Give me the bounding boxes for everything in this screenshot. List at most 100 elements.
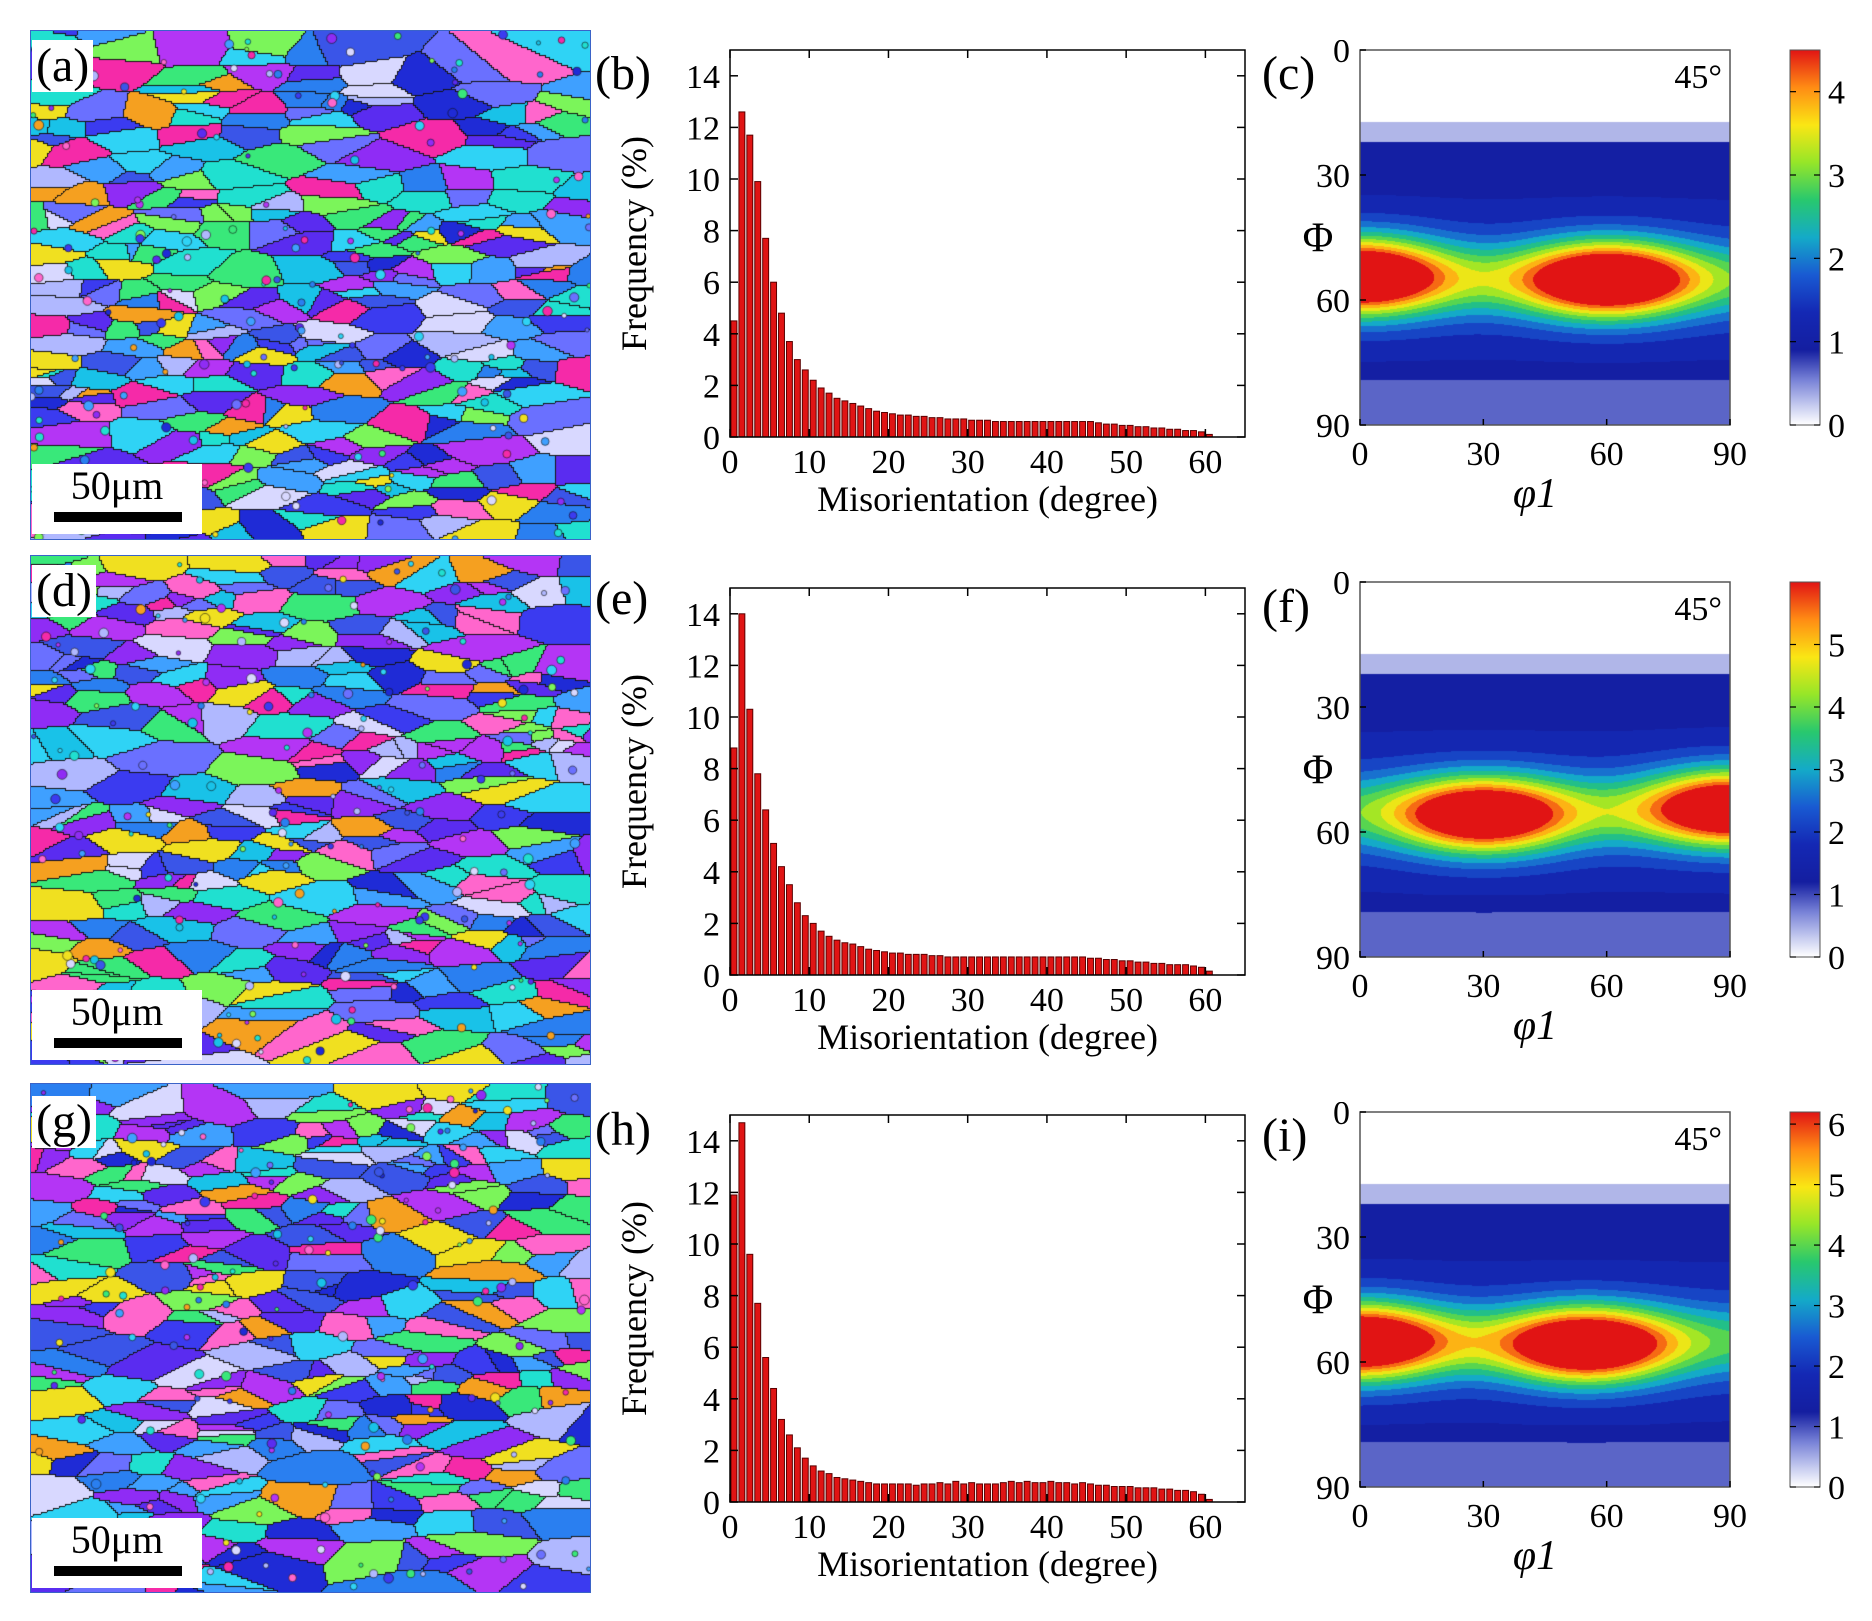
y-tick-label: 12	[686, 110, 720, 147]
x-tick-label: 40	[1030, 444, 1064, 481]
odf-intensity-map	[1360, 1112, 1730, 1487]
histogram-bar	[920, 953, 928, 976]
histogram-bar	[817, 1470, 825, 1503]
histogram-bar	[991, 421, 999, 438]
histogram-bar	[833, 939, 841, 976]
bar-series	[730, 111, 1213, 438]
section-angle-label: 45°	[1674, 1121, 1722, 1158]
panel-label-c: (c)	[1262, 47, 1316, 100]
colorbar-tick-label: 0	[1828, 940, 1845, 977]
histogram-bar	[999, 956, 1007, 976]
histogram-bar	[793, 1447, 801, 1503]
y-tick-label: 90	[1316, 1470, 1350, 1507]
odf-intensity-map	[1360, 582, 1730, 957]
x-tick-label: 30	[951, 444, 985, 481]
x-tick-label: 90	[1713, 968, 1747, 1005]
x-tick-label: 30	[951, 1509, 985, 1546]
histogram-bar	[785, 341, 793, 438]
ebsd-map-d	[30, 555, 591, 1065]
histogram-bar	[1007, 421, 1015, 438]
colorbar-tick-label: 3	[1828, 1289, 1845, 1326]
x-tick-label: 20	[871, 982, 905, 1019]
histogram-bar	[1190, 430, 1197, 438]
colorbar	[1789, 1111, 1821, 1488]
histogram-bar	[825, 935, 833, 976]
histogram-b: 0 10 20 30 40 50 60 0 2 4 6 8 10 12 14 Misorientation (…	[614, 49, 1246, 519]
histogram-bar	[857, 946, 865, 976]
y-tick-label: 8	[703, 752, 720, 789]
y-tick-label: 0	[703, 1485, 720, 1522]
histogram-bar	[1094, 422, 1102, 438]
colorbar-tick-label: 4	[1828, 1228, 1845, 1265]
colorbar-tick-label: 4	[1828, 75, 1845, 112]
histogram-bar	[1197, 1493, 1205, 1503]
histogram-bar	[888, 1483, 896, 1503]
histogram-bar	[801, 369, 809, 438]
panel-label-g: (g)	[32, 1096, 96, 1148]
histogram-bar	[952, 1480, 960, 1503]
ebsd-canvas	[31, 556, 590, 1064]
histogram-bar	[912, 415, 920, 438]
histogram-bar	[873, 1483, 881, 1503]
histogram-bar	[746, 708, 754, 976]
histogram-bar	[1039, 956, 1047, 976]
scale-bar-label: 50μm	[70, 1517, 164, 1562]
histogram-bar	[754, 773, 762, 976]
histogram-bar	[1158, 1488, 1166, 1503]
y-tick-label: 14	[686, 597, 720, 634]
x-tick-label: 20	[871, 1509, 905, 1546]
histogram-bar	[1150, 962, 1158, 976]
bar-series	[730, 1122, 1213, 1503]
histogram-bar	[991, 956, 999, 976]
histogram-bar	[1071, 956, 1079, 976]
histogram-bar	[1182, 1489, 1190, 1503]
x-tick-label: 50	[1109, 444, 1143, 481]
histogram-h: 0 10 20 30 40 50 60 0 2 4 6 8 10 12 14 Misorientation (…	[614, 1114, 1246, 1584]
ebsd-canvas	[31, 31, 590, 539]
x-tick-label: 60	[1188, 982, 1222, 1019]
x-tick-label: 60	[1590, 968, 1624, 1005]
histogram-bar	[936, 417, 944, 438]
histogram-bar	[738, 613, 746, 976]
x-tick-label: 60	[1188, 444, 1222, 481]
histogram-bar	[976, 956, 984, 976]
section-angle-label: 45°	[1674, 591, 1722, 628]
histogram-bar	[999, 1482, 1007, 1503]
scale-bar-line	[54, 1566, 182, 1576]
histogram-bar	[754, 181, 762, 438]
y-tick-label: 0	[1333, 40, 1350, 70]
histogram-bar	[1110, 959, 1118, 976]
histogram-bar	[984, 956, 991, 976]
histogram-bar	[928, 1483, 936, 1503]
colorbar-tick-label: 2	[1828, 241, 1845, 278]
colorbar-tick-label: 1	[1828, 1410, 1845, 1447]
histogram-bar	[857, 405, 865, 438]
histogram-bar	[960, 1483, 968, 1503]
histogram-bar	[1197, 966, 1205, 976]
x-tick-label: 0	[1352, 968, 1369, 1005]
histogram-bar	[817, 387, 825, 438]
histogram-bar	[1087, 957, 1094, 976]
histogram-bar	[730, 747, 738, 976]
histogram-bar	[1142, 426, 1150, 438]
histogram-bar	[825, 1473, 833, 1503]
x-axis-label: φ1	[1513, 1003, 1557, 1049]
odf-frame	[1359, 581, 1731, 958]
x-tick-label: 40	[1030, 1509, 1064, 1546]
histogram-bar	[1102, 959, 1110, 976]
histogram-bar	[746, 134, 754, 438]
x-axis-label: φ1	[1513, 1533, 1557, 1579]
histogram-bar	[778, 1418, 785, 1503]
histogram-bar	[1166, 428, 1174, 438]
odf-frame	[1359, 49, 1731, 426]
y-tick-label: 0	[703, 420, 720, 457]
histogram-bar	[1039, 1482, 1047, 1503]
y-tick-label: 90	[1316, 940, 1350, 977]
x-tick-label: 50	[1109, 982, 1143, 1019]
colorbar-tick-label: 1	[1828, 878, 1845, 915]
x-tick-label: 30	[1466, 968, 1500, 1005]
histogram-bar	[738, 1122, 746, 1503]
histogram-bar	[1079, 421, 1087, 438]
histogram-bar	[1174, 964, 1182, 976]
